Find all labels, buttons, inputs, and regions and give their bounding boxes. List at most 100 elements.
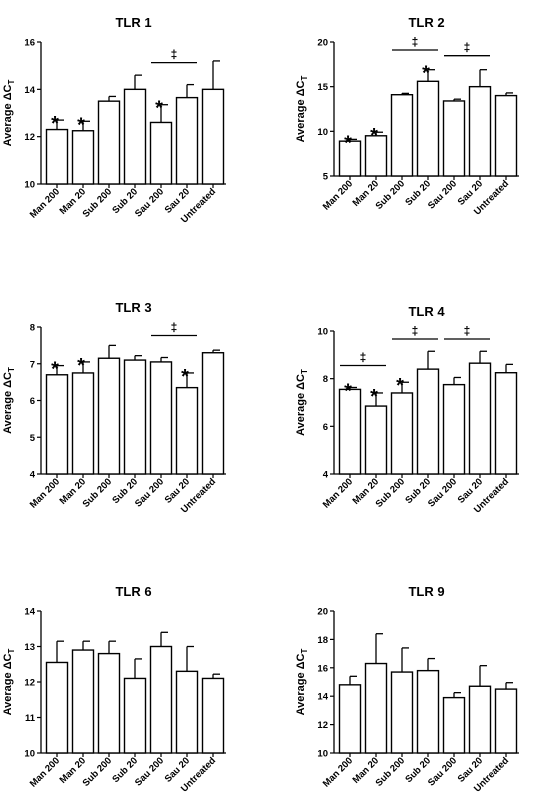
category-label: Man 200 bbox=[28, 186, 62, 220]
y-tick-label: 10 bbox=[317, 327, 328, 338]
y-tick-label: 10 bbox=[317, 127, 328, 138]
bar-5 bbox=[442, 696, 466, 754]
category-label: Man 200 bbox=[321, 476, 355, 510]
y-tick-label: 12 bbox=[24, 678, 35, 689]
y-tick-label: 10 bbox=[24, 180, 35, 191]
y-tick-label: 14 bbox=[317, 692, 328, 703]
y-axis-label: Average ΔCT bbox=[2, 367, 16, 434]
category-label: Sau 200 bbox=[133, 476, 166, 509]
y-tick-label: 6 bbox=[323, 422, 328, 433]
significance-star: * bbox=[344, 380, 352, 402]
double-dagger-marker: ‡ bbox=[464, 324, 471, 338]
bar-3 bbox=[390, 671, 414, 754]
bar-6 bbox=[468, 362, 492, 475]
y-axis-label-main: Average ΔC bbox=[2, 372, 14, 434]
y-axis-label-subscript: T bbox=[7, 367, 16, 372]
bar-4 bbox=[416, 669, 440, 754]
chart-title: TLR 3 bbox=[115, 300, 151, 315]
double-dagger-marker: ‡ bbox=[464, 41, 471, 55]
y-tick-label: 11 bbox=[25, 713, 36, 724]
bar-5 bbox=[442, 100, 466, 177]
y-axis-label-main: Average ΔC bbox=[2, 84, 14, 146]
bar-5 bbox=[149, 645, 173, 754]
y-tick-label: 14 bbox=[24, 607, 35, 618]
y-tick-label: 18 bbox=[317, 635, 328, 646]
bar-7 bbox=[494, 688, 518, 754]
bar-4 bbox=[123, 677, 147, 754]
y-tick-label: 8 bbox=[323, 374, 328, 385]
y-tick-label: 8 bbox=[30, 323, 35, 334]
bar-6 bbox=[175, 386, 199, 475]
significance-star: * bbox=[370, 125, 378, 147]
bar-7 bbox=[201, 88, 225, 185]
category-label: Sau 200 bbox=[133, 186, 166, 219]
chart-title: TLR 9 bbox=[408, 584, 444, 599]
y-axis-label: Average ΔCT bbox=[2, 79, 16, 146]
category-label: Sub 200 bbox=[374, 476, 408, 510]
significance-star: * bbox=[422, 63, 430, 85]
y-tick-label: 12 bbox=[317, 720, 328, 731]
bar-3 bbox=[97, 357, 121, 475]
bar-4 bbox=[123, 88, 147, 185]
bar-7 bbox=[494, 94, 518, 177]
category-label: Sub 200 bbox=[374, 178, 408, 212]
bar-6 bbox=[175, 670, 199, 754]
y-axis-label-subscript: T bbox=[7, 79, 16, 84]
double-dagger-marker: ‡ bbox=[171, 321, 178, 335]
y-axis-label-main: Average ΔC bbox=[295, 374, 307, 436]
bar-1 bbox=[45, 128, 69, 185]
y-axis-label-main: Average ΔC bbox=[295, 653, 307, 715]
category-label: Sau 200 bbox=[426, 178, 459, 211]
bar-7 bbox=[201, 677, 225, 754]
significance-star: * bbox=[51, 113, 59, 135]
bar-1 bbox=[338, 684, 362, 754]
y-tick-label: 6 bbox=[30, 396, 35, 407]
y-tick-label: 14 bbox=[24, 85, 35, 96]
bar-2 bbox=[71, 130, 95, 185]
category-label: Man 200 bbox=[321, 178, 355, 212]
y-tick-label: 16 bbox=[24, 38, 35, 49]
y-tick-label: 20 bbox=[317, 607, 328, 618]
double-dagger-marker: ‡ bbox=[360, 350, 367, 364]
double-dagger-marker: ‡ bbox=[412, 35, 419, 49]
y-tick-label: 7 bbox=[30, 359, 35, 370]
y-axis-label: Average ΔCT bbox=[2, 648, 16, 715]
bar-6 bbox=[175, 96, 199, 185]
chart-title: TLR 6 bbox=[115, 584, 151, 599]
chart-title: TLR 4 bbox=[408, 304, 445, 319]
bar-2 bbox=[71, 372, 95, 475]
bar-7 bbox=[201, 352, 225, 475]
bar-3 bbox=[390, 392, 414, 475]
significance-star: * bbox=[370, 386, 378, 408]
significance-star: * bbox=[181, 366, 189, 388]
significance-star: * bbox=[77, 114, 85, 136]
significance-star: * bbox=[344, 132, 352, 154]
significance-star: * bbox=[51, 359, 59, 381]
significance-star: * bbox=[77, 355, 85, 377]
category-label: Sau 200 bbox=[426, 755, 459, 788]
bar-7 bbox=[494, 372, 518, 475]
y-tick-label: 5 bbox=[323, 172, 329, 183]
category-label: Man 200 bbox=[28, 755, 62, 789]
y-tick-label: 10 bbox=[317, 749, 328, 760]
bar-5 bbox=[149, 121, 173, 185]
bar-2 bbox=[364, 662, 388, 754]
category-label: Sub 200 bbox=[374, 755, 408, 789]
y-tick-label: 13 bbox=[24, 642, 35, 653]
bar-2 bbox=[71, 649, 95, 754]
y-tick-label: 5 bbox=[30, 433, 36, 444]
y-axis-label-subscript: T bbox=[300, 369, 309, 374]
y-axis-label-main: Average ΔC bbox=[295, 80, 307, 142]
y-tick-label: 20 bbox=[317, 38, 328, 49]
bar-1 bbox=[45, 661, 69, 754]
category-label: Sau 200 bbox=[426, 476, 459, 509]
bar-6 bbox=[468, 685, 492, 754]
category-label: Sub 200 bbox=[81, 476, 115, 510]
double-dagger-marker: ‡ bbox=[171, 48, 178, 62]
bar-3 bbox=[390, 94, 414, 177]
